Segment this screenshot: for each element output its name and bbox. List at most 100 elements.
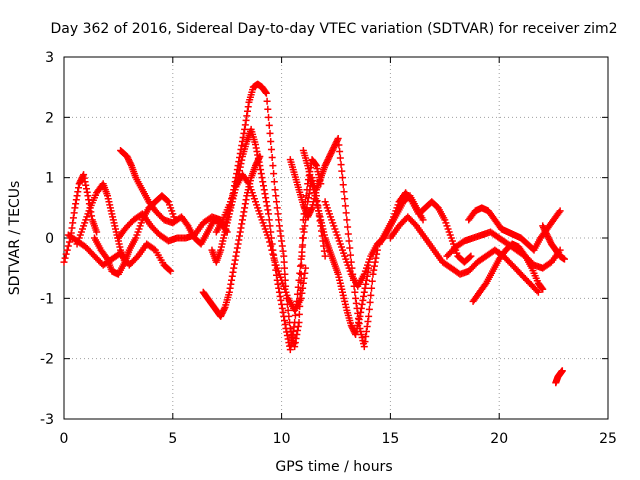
data-point (297, 270, 305, 278)
x-tick-label: 25 (599, 431, 617, 447)
x-tick-label: 10 (273, 431, 291, 447)
data-point (343, 216, 351, 224)
data-point (273, 204, 281, 212)
data-point (64, 242, 72, 250)
data-point (340, 188, 348, 196)
y-tick-label: -3 (40, 412, 54, 428)
series-track-7 (199, 153, 264, 320)
y-tick-label: 1 (45, 171, 54, 187)
data-point (321, 252, 329, 260)
data-points (60, 80, 568, 387)
series-track-1 (60, 171, 101, 266)
data-point (295, 276, 303, 284)
data-point (265, 113, 273, 121)
data-point (267, 242, 275, 250)
series-track-19 (539, 222, 568, 263)
data-point (368, 284, 376, 292)
data-point (60, 258, 68, 266)
data-point (301, 222, 309, 230)
data-point (297, 255, 305, 263)
data-point (291, 318, 299, 326)
data-point (336, 154, 344, 162)
data-point (520, 251, 528, 259)
data-point (266, 238, 274, 246)
data-point (133, 254, 141, 262)
data-point (341, 195, 349, 203)
x-axis-tick-labels: 0 5 10 15 20 25 (60, 431, 617, 447)
data-point (298, 248, 306, 256)
data-point (166, 266, 174, 274)
data-point (342, 209, 350, 217)
data-point (62, 250, 70, 258)
data-point (411, 220, 419, 228)
y-tick-label: 3 (45, 50, 54, 66)
data-point (269, 250, 277, 258)
data-point (366, 298, 374, 306)
data-point (280, 252, 288, 260)
data-point (266, 129, 274, 137)
data-point (555, 208, 563, 216)
data-point (280, 258, 288, 266)
data-point (93, 228, 101, 236)
data-point (268, 154, 276, 162)
data-point (351, 288, 359, 296)
data-point (150, 245, 158, 253)
chart-title: Day 362 of 2016, Sidereal Day-to-day VTE… (51, 21, 618, 37)
data-point (539, 285, 547, 293)
data-point (466, 253, 474, 261)
data-point (368, 277, 376, 285)
x-axis-label: GPS time / hours (275, 459, 392, 475)
x-tick-label: 5 (168, 431, 177, 447)
data-point (265, 234, 273, 242)
data-point (337, 161, 345, 169)
data-point (284, 306, 292, 314)
data-point (295, 310, 303, 318)
data-point (167, 267, 175, 275)
data-point (345, 237, 353, 245)
data-point (299, 241, 307, 249)
y-axis-tick-labels: -3 -2 -1 0 1 2 3 (40, 50, 54, 428)
series-track-18 (469, 240, 547, 305)
data-point (533, 287, 541, 295)
x-tick-label: 15 (381, 431, 399, 447)
y-tick-label: 2 (45, 110, 54, 126)
data-point (244, 178, 252, 186)
data-point (63, 246, 71, 254)
data-point (347, 251, 355, 259)
data-point (339, 181, 347, 189)
data-point (163, 197, 171, 205)
series-track-15 (386, 213, 542, 296)
data-point (265, 210, 273, 218)
data-point (335, 141, 343, 149)
data-point (560, 255, 568, 263)
y-tick-label: -1 (40, 291, 54, 307)
series-track-20 (552, 367, 566, 387)
data-point (467, 252, 475, 260)
data-point (267, 146, 275, 154)
data-point (300, 228, 308, 236)
data-point (365, 312, 373, 320)
data-point (272, 192, 280, 200)
data-point (273, 198, 281, 206)
data-point (338, 167, 346, 175)
data-point (265, 121, 273, 129)
data-point (263, 97, 271, 105)
x-tick-label: 0 (60, 431, 69, 447)
data-point (336, 148, 344, 156)
data-point (275, 216, 283, 224)
data-point (534, 288, 542, 296)
series-track-14 (376, 189, 475, 266)
data-point (407, 196, 415, 204)
data-point (367, 291, 375, 299)
data-point (294, 290, 302, 298)
data-point (281, 264, 289, 272)
data-point (183, 220, 191, 228)
data-point (419, 216, 427, 224)
x-tick-label: 20 (490, 431, 508, 447)
data-point (481, 281, 489, 289)
data-point (270, 170, 278, 178)
data-point (334, 134, 342, 142)
series-track-12 (299, 147, 373, 339)
data-point (558, 367, 566, 375)
data-point (264, 105, 272, 113)
